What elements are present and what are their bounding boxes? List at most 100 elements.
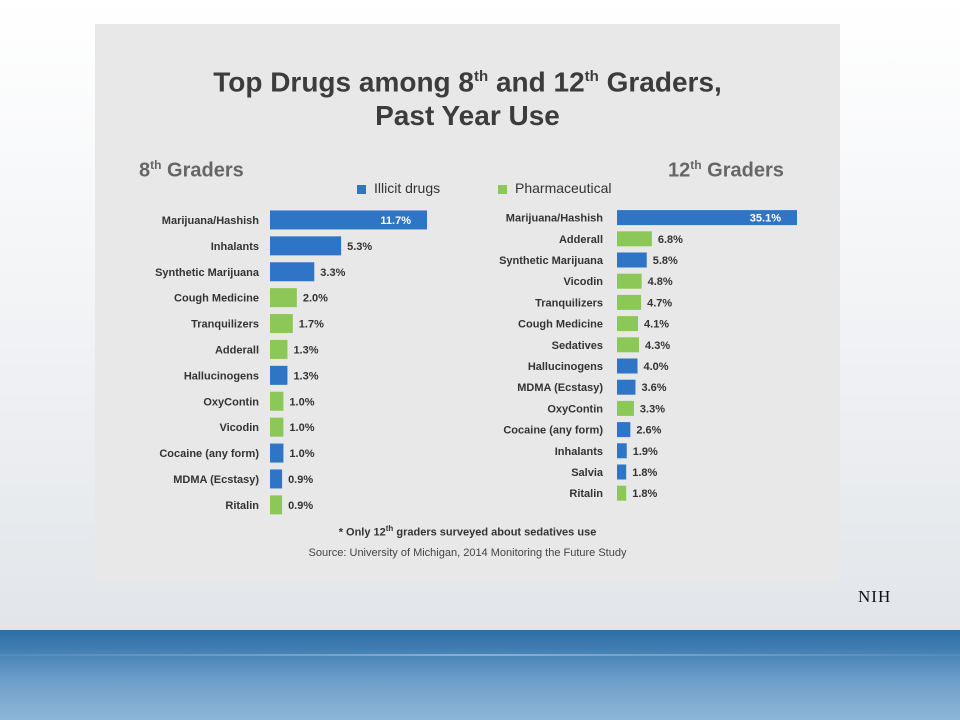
grade12-sup: th — [690, 158, 702, 172]
title-sup-2: th — [584, 68, 599, 85]
grade8-sup: th — [150, 158, 162, 172]
g12-category-label: Tranquilizers — [535, 297, 603, 309]
chart-title: Top Drugs among 8th and 12th Graders, Pa… — [95, 60, 840, 133]
g8-value-label: 0.9% — [288, 474, 313, 486]
g8-category-label: Marijuana/Hashish — [162, 215, 259, 227]
g12-category-label: Vicodin — [563, 276, 603, 288]
title-text-a: Top Drugs among 8 — [213, 66, 475, 98]
g12-bar — [617, 252, 647, 268]
g8-value-label: 1.7% — [299, 319, 324, 331]
g12-category-label: Cough Medicine — [518, 319, 603, 331]
g12-category-label: Synthetic Marijuana — [499, 255, 604, 267]
footnote-text-a: * Only 12 — [338, 526, 386, 539]
grade8-rest: Graders — [161, 159, 244, 182]
g8-value-label: 0.9% — [288, 500, 313, 512]
g8-bar — [270, 314, 293, 334]
g8-value-label: 1.0% — [289, 448, 314, 460]
g8-bar — [270, 443, 284, 463]
credit-label: NIH — [858, 587, 892, 606]
g12-category-label: Adderall — [559, 234, 603, 246]
footer-band-line — [0, 654, 960, 656]
g8-bar — [270, 288, 297, 308]
g8-category-label: Cough Medicine — [174, 293, 259, 305]
title-sup-1: th — [474, 68, 489, 85]
g12-value-label: 4.1% — [644, 319, 669, 331]
g8-bar — [270, 469, 283, 489]
g12-value-label: 1.8% — [632, 467, 657, 479]
g8-value-label: 3.3% — [320, 267, 345, 279]
g8-bar — [270, 417, 284, 437]
g12-category-label: Ritalin — [569, 488, 603, 500]
g8-category-label: Vicodin — [219, 422, 259, 434]
group-label-8th: 8th Graders — [139, 158, 244, 183]
grade8-num: 8 — [139, 159, 151, 182]
g8-bar — [270, 236, 342, 256]
g12-value-label: 3.3% — [640, 403, 665, 415]
g8-value-label: 1.0% — [289, 422, 314, 434]
legend-swatch-illicit — [357, 184, 366, 194]
g12-category-label: Salvia — [571, 467, 604, 479]
footnote-text-b: graders surveyed about sedatives use — [393, 526, 597, 539]
g12-value-label: 4.7% — [647, 297, 672, 309]
g12-bar — [617, 294, 642, 310]
g8-bar — [270, 339, 288, 359]
title-text-c: Graders, — [598, 66, 722, 98]
footnote: * Only 12th graders surveyed about sedat… — [95, 524, 840, 539]
g12-value-label: 4.3% — [645, 340, 670, 352]
source-note: Source: University of Michigan, 2014 Mon… — [308, 547, 627, 559]
g12-value-label: 5.8% — [653, 255, 678, 267]
g12-category-label: OxyContin — [547, 403, 603, 415]
g12-value-label: 1.9% — [633, 446, 658, 458]
g12-bar — [617, 443, 627, 459]
g12-bar — [617, 273, 642, 289]
legend-illicit: Illicit drugs — [357, 180, 440, 196]
g8-bar — [270, 210, 427, 230]
g12-value-label: 3.6% — [641, 382, 666, 394]
g12-category-label: Sedatives — [552, 340, 603, 352]
g12-value-label: 2.6% — [636, 425, 661, 437]
g12-value-label: 4.0% — [644, 361, 669, 373]
legend-pharmaceutical: Pharmaceutical — [498, 180, 612, 196]
g12-bar — [617, 210, 797, 226]
title-text-b: and 12 — [488, 66, 585, 98]
g12-bar — [617, 337, 640, 353]
bar-charts: Marijuana/Hashish 11.7% Inhalants 5.3% Synth… — [155, 210, 797, 515]
g8-bar — [270, 365, 288, 385]
grade12-num: 12 — [668, 159, 691, 182]
g12-value-label: 35.1% — [750, 213, 781, 225]
g8-value-label: 1.3% — [293, 344, 318, 356]
g8-bar — [270, 495, 283, 515]
g8-value-label: 2.0% — [303, 293, 328, 305]
g12-value-label: 1.8% — [632, 488, 657, 500]
legend-label-illicit: Illicit drugs — [374, 180, 441, 196]
g12-bar — [617, 231, 652, 247]
title-line-1: Top Drugs among 8th and 12th Graders, — [95, 60, 840, 99]
g12-bar — [617, 422, 631, 438]
g12-category-label: Inhalants — [555, 446, 603, 458]
legend-swatch-pharmaceutical — [498, 184, 507, 194]
g8-category-label: Ritalin — [225, 500, 259, 512]
g12-category-label: MDMA (Ecstasy) — [517, 382, 603, 394]
title-line-2: Past Year Use — [375, 100, 560, 132]
chart-card: Top Drugs among 8th and 12th Graders, Pa… — [95, 24, 840, 582]
g8-category-label: Cocaine (any form) — [159, 448, 259, 460]
g12-value-label: 6.8% — [658, 234, 683, 246]
g8-category-label: Synthetic Marijuana — [155, 267, 260, 279]
g12-category-label: Marijuana/Hashish — [506, 213, 603, 225]
grade12-rest: Graders — [701, 159, 784, 182]
g8-category-label: OxyContin — [203, 396, 259, 408]
g8-category-label: Inhalants — [211, 241, 259, 253]
g12-bar — [617, 379, 636, 395]
g12-bar — [617, 485, 627, 501]
g8-value-label: 1.0% — [289, 396, 314, 408]
g12-bar — [617, 400, 634, 416]
g8-value-label: 5.3% — [347, 241, 372, 253]
g8-bar — [270, 262, 315, 282]
g12-bar — [617, 358, 638, 374]
g12-category-label: Cocaine (any form) — [503, 425, 603, 437]
g8-category-label: Adderall — [215, 344, 259, 356]
g8-value-label: 1.3% — [293, 370, 318, 382]
g8-category-label: MDMA (Ecstasy) — [173, 474, 259, 486]
g12-bar — [617, 316, 639, 332]
legend-label-pharmaceutical: Pharmaceutical — [515, 180, 612, 196]
